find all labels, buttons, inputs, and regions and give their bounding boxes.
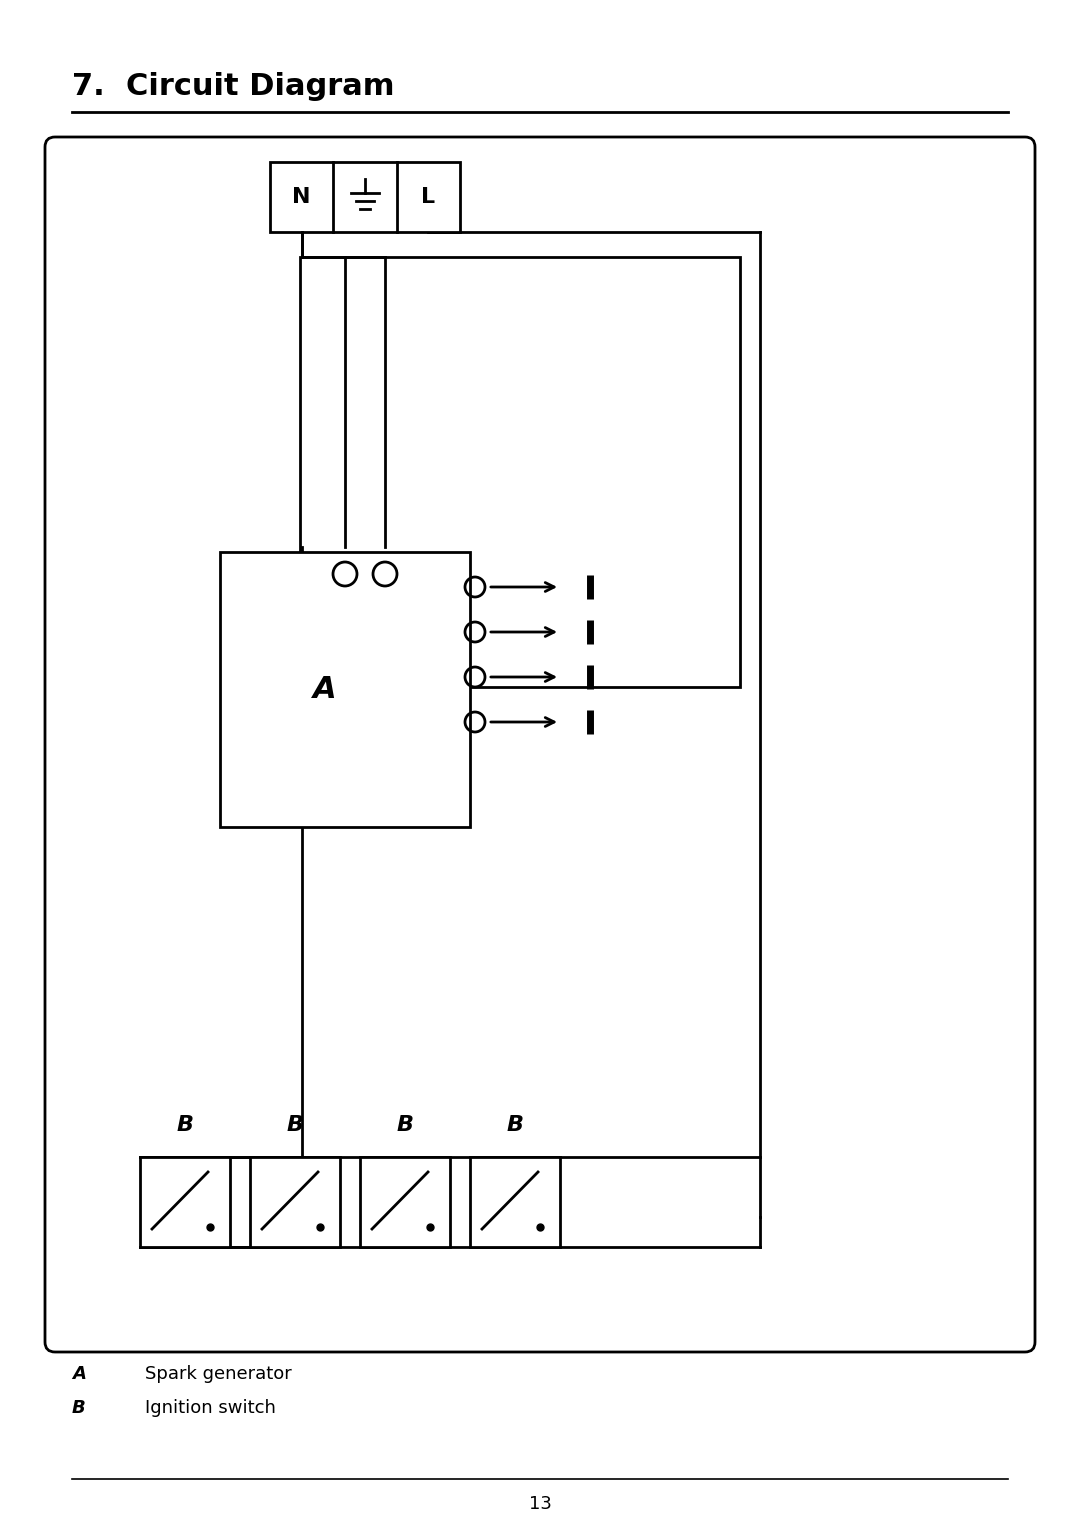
Text: B: B	[507, 1115, 524, 1135]
Text: B: B	[396, 1115, 414, 1135]
Bar	[220, 551, 470, 828]
Text: B: B	[72, 1399, 85, 1417]
Text: Spark generator: Spark generator	[145, 1365, 292, 1383]
Bar	[270, 162, 460, 232]
Bar	[300, 257, 740, 687]
Text: L: L	[421, 186, 435, 208]
Text: A: A	[72, 1365, 86, 1383]
FancyBboxPatch shape	[45, 137, 1035, 1351]
Bar	[360, 1157, 450, 1248]
Text: Ignition switch: Ignition switch	[145, 1399, 275, 1417]
Text: B: B	[286, 1115, 303, 1135]
Text: N: N	[293, 186, 311, 208]
Bar	[249, 1157, 340, 1248]
Text: 7.  Circuit Diagram: 7. Circuit Diagram	[72, 72, 394, 101]
Text: A: A	[313, 675, 337, 704]
Text: 13: 13	[528, 1495, 552, 1513]
Bar	[140, 1157, 230, 1248]
Text: B: B	[176, 1115, 193, 1135]
Bar	[470, 1157, 561, 1248]
